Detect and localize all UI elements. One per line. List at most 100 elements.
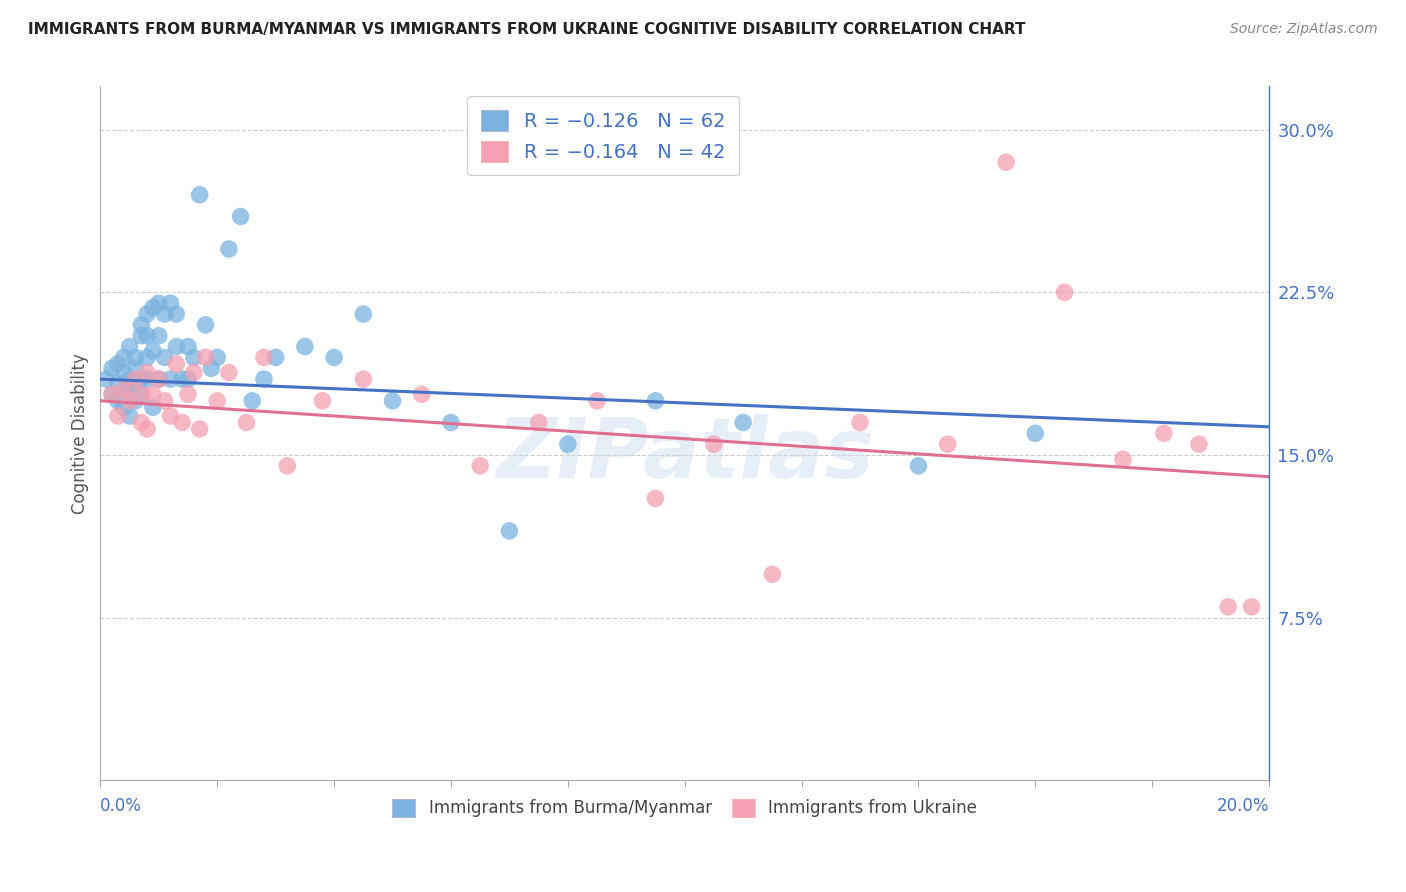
Point [411,387,433,401]
Point [136,351,159,365]
Point [183,366,205,380]
Point [761,567,783,582]
Point [1112,452,1135,467]
Point [129,416,152,430]
Point [177,340,200,354]
Point [294,340,316,354]
Point [1024,426,1046,441]
Point [129,318,152,332]
Point [644,393,666,408]
Text: IMMIGRANTS FROM BURMA/MYANMAR VS IMMIGRANTS FROM UKRAINE COGNITIVE DISABILITY CO: IMMIGRANTS FROM BURMA/MYANMAR VS IMMIGRA… [28,22,1025,37]
Point [498,524,520,538]
Point [148,372,170,386]
Point [148,296,170,310]
Point [311,393,333,408]
Point [159,409,181,423]
Point [177,372,200,386]
Point [136,328,159,343]
Point [235,416,257,430]
Point [159,372,181,386]
Point [1218,599,1240,614]
Point [703,437,725,451]
Point [129,328,152,343]
Point [129,372,152,386]
Point [112,351,135,365]
Point [136,422,159,436]
Point [557,437,579,451]
Point [352,307,374,321]
Point [194,318,217,332]
Point [118,409,141,423]
Point [142,343,165,358]
Point [96,372,118,386]
Point [107,393,129,408]
Y-axis label: Cognitive Disability: Cognitive Disability [72,353,89,514]
Point [253,372,276,386]
Point [101,361,124,376]
Point [381,393,404,408]
Point [124,376,146,391]
Point [118,372,141,386]
Point [205,393,228,408]
Point [112,366,135,380]
Point [165,357,187,371]
Point [101,387,124,401]
Point [1240,599,1263,614]
Point [527,416,550,430]
Point [118,387,141,401]
Point [159,296,181,310]
Point [165,307,187,321]
Point [276,458,298,473]
Point [136,307,159,321]
Point [142,301,165,315]
Point [107,409,129,423]
Point [136,366,159,380]
Point [124,372,146,386]
Point [124,393,146,408]
Text: 20.0%: 20.0% [1216,797,1270,815]
Point [183,351,205,365]
Point [218,366,240,380]
Point [153,393,176,408]
Point [205,351,228,365]
Point [1053,285,1076,300]
Point [136,372,159,386]
Point [240,393,263,408]
Point [352,372,374,386]
Point [218,242,240,256]
Point [142,401,165,415]
Point [124,351,146,365]
Point [177,387,200,401]
Legend: Immigrants from Burma/Myanmar, Immigrants from Ukraine: Immigrants from Burma/Myanmar, Immigrant… [385,792,984,824]
Point [112,383,135,397]
Point [118,393,141,408]
Point [229,210,252,224]
Point [112,383,135,397]
Point [107,376,129,391]
Point [1153,426,1175,441]
Point [101,387,124,401]
Point [165,340,187,354]
Point [264,351,287,365]
Point [172,372,194,386]
Point [194,351,217,365]
Point [200,361,222,376]
Text: 0.0%: 0.0% [100,797,142,815]
Point [188,187,211,202]
Point [148,328,170,343]
Point [936,437,959,451]
Point [112,401,135,415]
Point [586,393,609,408]
Point [129,387,152,401]
Point [849,416,872,430]
Point [995,155,1018,169]
Point [129,387,152,401]
Point [470,458,492,473]
Point [153,307,176,321]
Point [644,491,666,506]
Point [153,351,176,365]
Point [907,458,929,473]
Point [172,416,194,430]
Text: Source: ZipAtlas.com: Source: ZipAtlas.com [1230,22,1378,37]
Point [440,416,463,430]
